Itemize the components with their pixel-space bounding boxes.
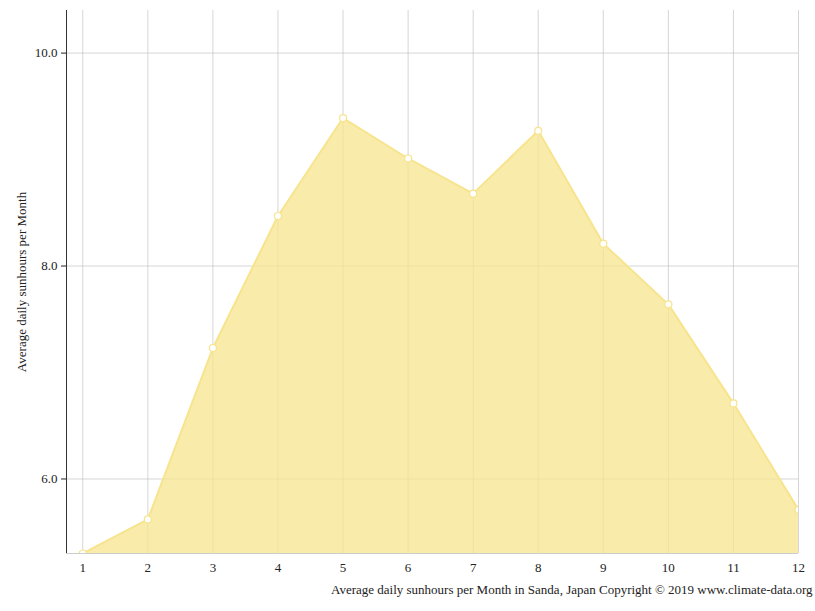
svg-text:4: 4 (275, 560, 282, 575)
svg-text:10.0: 10.0 (35, 45, 58, 60)
svg-text:8: 8 (535, 560, 542, 575)
svg-text:11: 11 (727, 560, 740, 575)
svg-text:3: 3 (210, 560, 217, 575)
svg-text:6: 6 (405, 560, 412, 575)
svg-text:5: 5 (340, 560, 347, 575)
svg-text:9: 9 (600, 560, 607, 575)
svg-text:Average daily sunhours per Mon: Average daily sunhours per Month in Sand… (331, 582, 813, 597)
svg-text:8.0: 8.0 (41, 258, 57, 273)
svg-text:12: 12 (792, 560, 805, 575)
svg-text:10: 10 (662, 560, 675, 575)
svg-text:2: 2 (145, 560, 152, 575)
svg-text:Average daily sunhours per Mon: Average daily sunhours per Month (14, 191, 29, 372)
svg-text:7: 7 (470, 560, 477, 575)
svg-text:6.0: 6.0 (41, 471, 57, 486)
svg-text:1: 1 (80, 560, 87, 575)
